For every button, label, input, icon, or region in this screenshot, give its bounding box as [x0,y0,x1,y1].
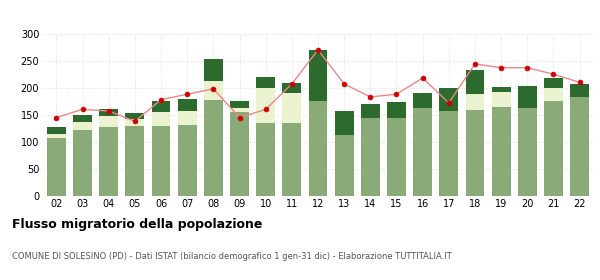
Bar [387,102,406,118]
Text: Flusso migratorio della popolazione: Flusso migratorio della popolazione [12,218,262,231]
Bar [492,92,511,107]
Bar [544,78,563,88]
Bar [47,127,66,134]
Bar [125,119,144,126]
Bar [256,88,275,123]
Bar [544,101,563,196]
Bar [47,134,66,138]
Bar [125,113,144,119]
Bar [178,125,197,196]
Bar [125,126,144,196]
Bar [544,88,563,101]
Bar [99,109,118,116]
Bar [73,130,92,196]
Bar [413,108,432,196]
Bar [230,101,249,108]
Bar [99,127,118,196]
Bar [335,135,353,196]
Bar [256,77,275,88]
Bar [439,88,458,111]
Bar [439,111,458,196]
Bar [335,111,353,135]
Bar [466,94,484,111]
Bar [518,108,537,196]
Bar [466,70,484,94]
Bar [492,107,511,196]
Bar [361,118,380,196]
Bar [570,84,589,97]
Bar [283,83,301,93]
Bar [308,50,328,101]
Bar [492,87,511,92]
Bar [73,122,92,130]
Bar [387,118,406,196]
Bar [230,112,249,196]
Bar [152,126,170,196]
Bar [178,111,197,125]
Bar [283,123,301,196]
Bar [466,111,484,196]
Bar [204,100,223,196]
Bar [518,86,537,108]
Bar [152,112,170,126]
Bar [570,97,589,196]
Bar [230,108,249,112]
Bar [204,81,223,100]
Bar [361,104,380,118]
Bar [47,138,66,196]
Bar [178,99,197,111]
Bar [152,101,170,112]
Bar [256,123,275,196]
Bar [204,59,223,81]
Bar [99,116,118,127]
Bar [308,101,328,196]
Bar [73,115,92,122]
Bar [413,93,432,108]
Text: COMUNE DI SOLESINO (PD) - Dati ISTAT (bilancio demografico 1 gen-31 dic) - Elabo: COMUNE DI SOLESINO (PD) - Dati ISTAT (bi… [12,252,452,261]
Bar [283,93,301,123]
